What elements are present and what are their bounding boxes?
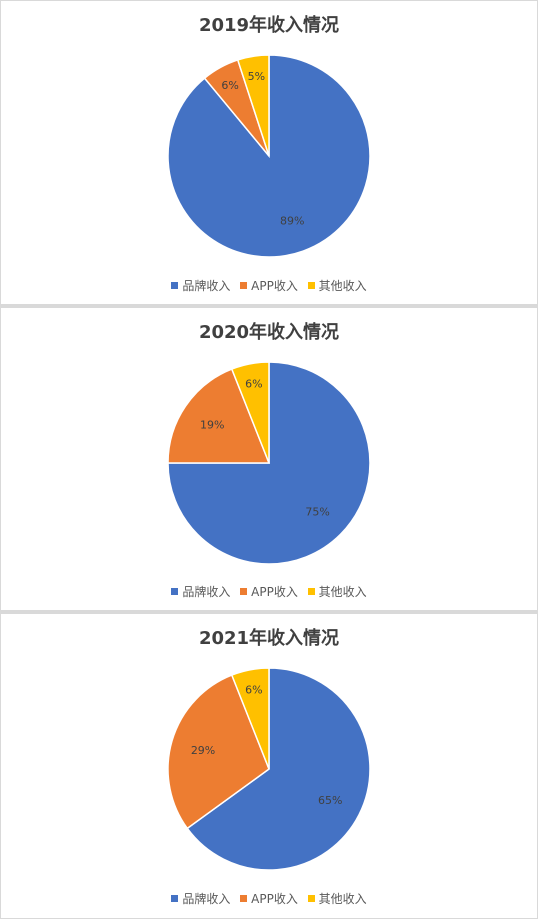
chart-title: 2020年收入情况	[198, 322, 340, 343]
pie-chart: 89% 6% 5%	[167, 54, 371, 258]
chart-panel-2021: 2021年收入情况 65% 29% 6% 品牌收入 APP收入 其他收入	[1, 614, 537, 918]
legend-label: 其他收入	[318, 279, 367, 293]
data-label-brand: 75%	[305, 506, 329, 519]
legend-swatch	[171, 895, 179, 902]
pie-slice-app	[167, 368, 271, 464]
legend-swatch	[171, 588, 179, 595]
data-label-other: 5%	[248, 70, 265, 83]
legend-swatch	[307, 282, 315, 289]
chart-title: 2021年收入情况	[198, 628, 340, 649]
legend-label: 其他收入	[318, 585, 367, 599]
legend-item-other: 其他收入	[307, 583, 367, 600]
data-label-other: 6%	[245, 684, 262, 697]
legend: 品牌收入 APP收入 其他收入	[1, 890, 537, 907]
pie-chart: 65% 29% 6%	[167, 667, 371, 871]
legend-swatch	[171, 282, 179, 289]
legend-item-app: APP收入	[240, 277, 298, 294]
pie-slice-app	[167, 674, 270, 830]
legend-label: 品牌收入	[182, 892, 231, 906]
legend-label: APP收入	[251, 585, 298, 599]
pie-slice-other	[236, 54, 270, 157]
legend-item-app: APP收入	[240, 890, 298, 907]
legend: 品牌收入 APP收入 其他收入	[1, 583, 537, 600]
legend-item-brand: 品牌收入	[171, 277, 230, 294]
legend-swatch	[240, 588, 248, 595]
pie-slice-other	[230, 361, 270, 464]
legend: 品牌收入 APP收入 其他收入	[1, 277, 537, 294]
legend-item-app: APP收入	[240, 583, 298, 600]
data-label-app: 6%	[221, 79, 238, 92]
legend-label: APP收入	[251, 279, 298, 293]
data-label-app: 19%	[200, 418, 224, 431]
legend-label: 品牌收入	[182, 279, 231, 293]
data-label-brand: 65%	[318, 794, 342, 807]
legend-item-other: 其他收入	[307, 890, 367, 907]
pie-slice-brand	[186, 667, 371, 871]
data-label-app: 29%	[191, 744, 215, 757]
legend-item-brand: 品牌收入	[171, 583, 230, 600]
chart-panel-2019: 2019年收入情况 89% 6% 5% 品牌收入 APP收入 其他收入	[1, 1, 537, 304]
data-label-brand: 89%	[280, 215, 304, 228]
legend-swatch	[307, 588, 315, 595]
data-label-other: 6%	[245, 378, 262, 391]
legend-label: 品牌收入	[182, 585, 231, 599]
pie-slice-other	[230, 667, 270, 770]
legend-item-brand: 品牌收入	[171, 890, 230, 907]
legend-item-other: 其他收入	[307, 277, 367, 294]
chart-title: 2019年收入情况	[198, 15, 340, 36]
legend-label: APP收入	[251, 892, 298, 906]
legend-swatch	[240, 282, 248, 289]
legend-swatch	[307, 895, 315, 902]
legend-swatch	[240, 895, 248, 902]
chart-panel-2020: 2020年收入情况 75% 19% 6% 品牌收入 APP收入 其他收入	[1, 308, 537, 610]
pie-chart: 75% 19% 6%	[167, 361, 371, 565]
legend-label: 其他收入	[318, 892, 367, 906]
